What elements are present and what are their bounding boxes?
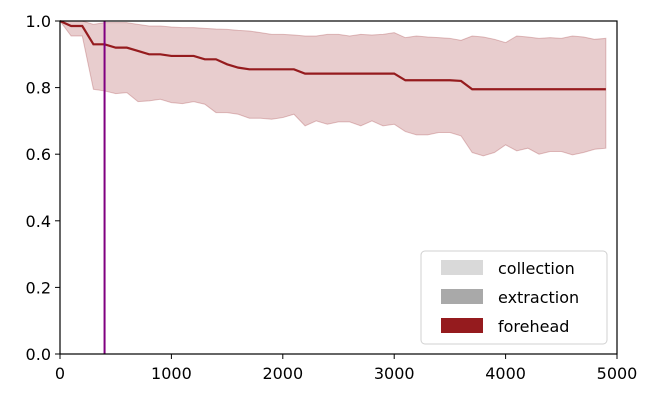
y-axis: 0.0 0.2 0.4 0.6 0.8 1.0: [26, 12, 60, 364]
plot-frame: [59, 20, 618, 355]
legend-swatch-collection: [441, 260, 483, 275]
x-tick-label: 2000: [262, 364, 303, 383]
x-tick-label: 5000: [597, 364, 638, 383]
y-tick-label: 1.0: [26, 12, 51, 31]
legend-swatch-forehead: [441, 318, 483, 333]
legend-swatch-extraction: [441, 289, 483, 304]
legend-label-extraction: extraction: [498, 288, 579, 307]
legend-label-forehead: forehead: [498, 317, 569, 336]
x-tick-label: 1000: [151, 364, 192, 383]
x-axis: 0 1000 2000 3000 4000 5000: [55, 354, 637, 383]
line-forehead: [59, 19, 606, 91]
legend-label-collection: collection: [498, 259, 575, 278]
x-tick-label: 4000: [485, 364, 526, 383]
legend: collection extraction forehead: [420, 250, 608, 345]
confidence-band-layer: [59, 20, 607, 157]
y-tick-label: 0.6: [26, 145, 51, 164]
band-forehead: [59, 20, 607, 157]
y-tick-label: 0.8: [26, 79, 51, 98]
y-tick-label: 0.2: [26, 278, 51, 297]
y-tick-label: 0.4: [26, 212, 51, 231]
series-line-layer: [59, 19, 606, 91]
x-tick-label: 3000: [374, 364, 415, 383]
y-tick-label: 0.0: [26, 345, 51, 364]
x-tick-label: 0: [55, 364, 65, 383]
